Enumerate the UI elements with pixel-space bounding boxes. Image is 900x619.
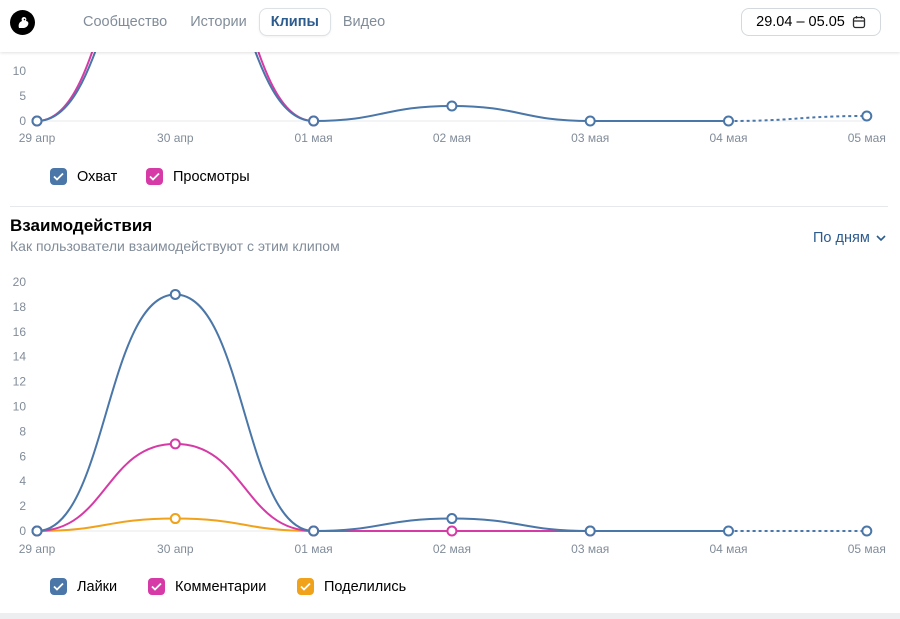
- x-tick-label: 01 мая: [295, 131, 333, 145]
- x-tick-label: 29 апр: [19, 131, 56, 145]
- x-tick-label: 01 мая: [295, 542, 333, 556]
- y-tick-label: 2: [19, 499, 26, 513]
- interactions-chart: 0 2 4 6 8 10 12 14 16 18 20 29 апр 30 апр 01 мая 02 ма…: [13, 275, 886, 556]
- data-point: [31, 115, 43, 127]
- y-tick-label: 0: [19, 114, 26, 128]
- series-line-dotted: [728, 115, 867, 122]
- data-point: [31, 525, 43, 537]
- y-tick-label: 14: [13, 350, 27, 364]
- checkbox-checked-icon: [50, 578, 67, 595]
- y-tick-label: 18: [13, 300, 27, 314]
- series-line: [36, 293, 729, 533]
- x-tick-label: 03 мая: [571, 542, 609, 556]
- checkbox-checked-icon: [50, 168, 67, 185]
- x-tick-label: 05 мая: [848, 131, 886, 145]
- legend-item-views[interactable]: Просмотры: [146, 168, 250, 185]
- tab-stories[interactable]: Истории: [190, 14, 247, 30]
- data-point: [446, 525, 458, 537]
- checkbox-checked-icon: [146, 168, 163, 185]
- legend-item-likes[interactable]: Лайки: [50, 578, 117, 595]
- data-point: [446, 513, 458, 525]
- legend-label: Комментарии: [175, 578, 267, 595]
- chevron-down-icon: [876, 235, 886, 241]
- y-tick-label: 10: [13, 64, 27, 78]
- y-tick-label: 12: [13, 375, 27, 389]
- data-point: [169, 513, 181, 525]
- data-point: [723, 115, 734, 127]
- y-tick-label: 6: [19, 449, 26, 463]
- data-point: [169, 438, 181, 450]
- legend-item-comments[interactable]: Комментарии: [148, 578, 266, 595]
- x-tick-label: 02 мая: [433, 542, 471, 556]
- data-point: [584, 115, 596, 127]
- x-tick-label: 30 апр: [157, 542, 194, 556]
- section-subtitle: Как пользователи взаимодействуют с этим …: [10, 238, 340, 254]
- period-label: По дням: [813, 230, 870, 246]
- data-point: [861, 110, 873, 122]
- x-tick-label: 02 мая: [433, 131, 471, 145]
- data-point: [584, 525, 596, 537]
- calendar-icon: [852, 16, 865, 29]
- y-tick-label: 8: [19, 424, 26, 438]
- tab-clips[interactable]: Клипы: [258, 8, 331, 36]
- top-bar: Сообщество Истории Клипы Видео 29.04 – 0…: [0, 0, 900, 52]
- y-tick-label: 4: [19, 474, 26, 488]
- legend-label: Охват: [77, 168, 118, 185]
- legend-label: Лайки: [77, 578, 118, 595]
- y-tick-label: 5: [19, 89, 26, 103]
- checkbox-checked-icon: [148, 578, 165, 595]
- section-title: Взаимодействия: [10, 216, 153, 235]
- date-range-label: 29.04 – 05.05: [756, 14, 845, 30]
- y-tick-label: 10: [13, 400, 27, 414]
- y-tick-label: 16: [13, 325, 27, 339]
- data-point: [308, 115, 320, 127]
- section-divider: [0, 613, 900, 619]
- data-point: [446, 100, 458, 112]
- x-tick-label: 29 апр: [19, 542, 56, 556]
- data-point: [308, 525, 320, 537]
- x-tick-label: 04 мая: [709, 131, 747, 145]
- legend-label: Поделились: [324, 578, 407, 595]
- date-range-button[interactable]: 29.04 – 05.05: [741, 8, 881, 36]
- tab-community[interactable]: Сообщество: [83, 14, 168, 30]
- data-point: [723, 525, 734, 537]
- squirrel-logo-icon[interactable]: [10, 10, 35, 35]
- series-line: [36, 0, 314, 122]
- legend-item-shares[interactable]: Поделились: [297, 578, 406, 595]
- x-tick-label: 04 мая: [709, 542, 747, 556]
- legend-label: Просмотры: [173, 168, 250, 185]
- section-divider: [10, 206, 888, 207]
- y-tick-label: 20: [13, 275, 27, 289]
- legend-item-reach[interactable]: Охват: [50, 168, 117, 185]
- y-tick-label: 0: [19, 524, 26, 538]
- period-dropdown[interactable]: По дням: [813, 230, 886, 246]
- x-tick-label: 03 мая: [571, 131, 609, 145]
- data-point: [861, 525, 873, 537]
- tab-video[interactable]: Видео: [342, 14, 386, 30]
- checkbox-checked-icon: [297, 578, 314, 595]
- data-point: [169, 288, 181, 300]
- reach-chart: 0 5 10 29 апр 30 апр 01 мая 02 мая 03 мая 04 мая…: [13, 0, 886, 145]
- series-line: [36, 442, 591, 532]
- x-tick-label: 05 мая: [848, 542, 886, 556]
- x-tick-label: 30 апр: [157, 131, 194, 145]
- section-tabs: Сообщество Истории Клипы Видео: [72, 8, 397, 36]
